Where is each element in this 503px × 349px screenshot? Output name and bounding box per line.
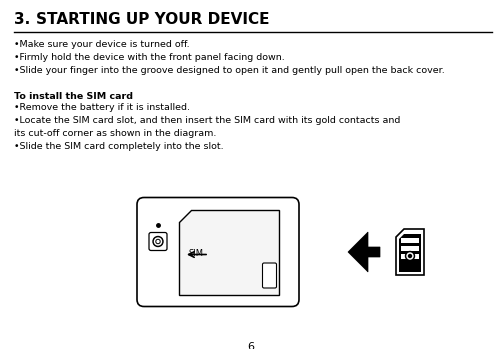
Polygon shape (399, 234, 421, 272)
Text: 6: 6 (247, 342, 255, 349)
Circle shape (153, 237, 163, 246)
Text: •Remove the battery if it is installed.
•Locate the SIM card slot, and then inse: •Remove the battery if it is installed. … (14, 103, 400, 150)
Bar (401, 246, 419, 251)
Polygon shape (179, 209, 279, 295)
Circle shape (408, 254, 411, 258)
Text: STARTING UP YOUR DEVICE: STARTING UP YOUR DEVICE (36, 12, 270, 27)
Circle shape (154, 238, 161, 245)
Polygon shape (348, 232, 380, 272)
Circle shape (157, 240, 159, 243)
Circle shape (156, 239, 160, 244)
Text: SIM: SIM (189, 249, 204, 258)
FancyBboxPatch shape (137, 198, 299, 306)
Bar (401, 254, 419, 259)
Text: 3.: 3. (14, 12, 30, 27)
Circle shape (407, 253, 413, 259)
FancyBboxPatch shape (263, 263, 277, 288)
Bar (401, 238, 419, 243)
Circle shape (405, 252, 414, 260)
Text: •Make sure your device is turned off.
•Firmly hold the device with the front pan: •Make sure your device is turned off. •F… (14, 40, 445, 75)
Polygon shape (396, 229, 424, 275)
Text: To install the SIM card: To install the SIM card (14, 92, 133, 101)
FancyBboxPatch shape (149, 232, 167, 251)
